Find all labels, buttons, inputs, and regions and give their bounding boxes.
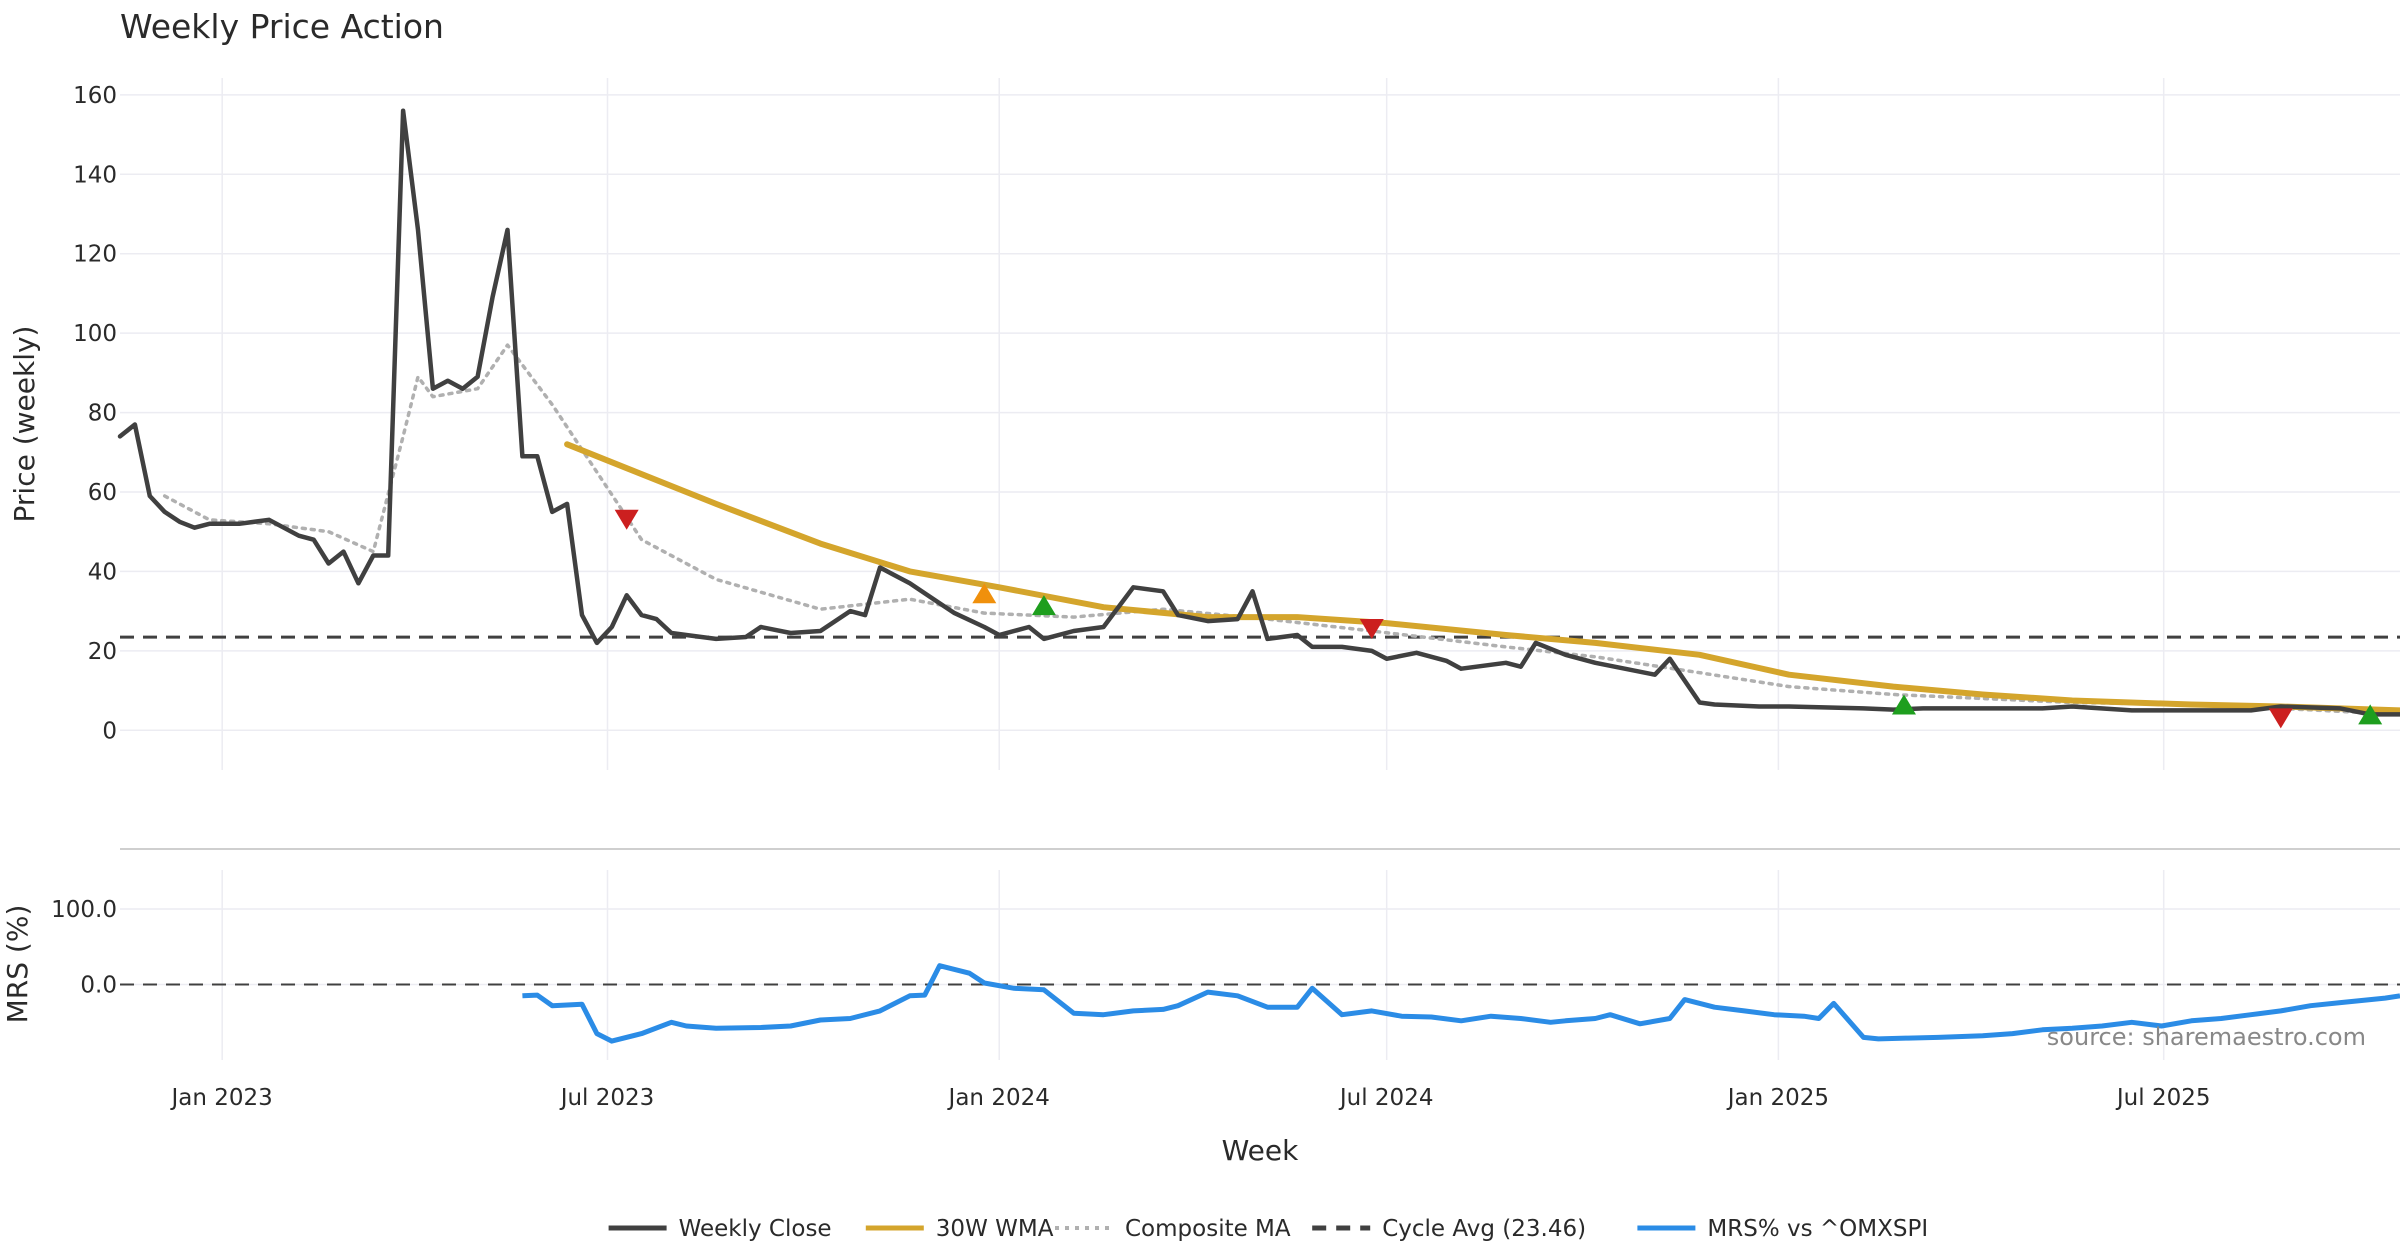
mrs-y-axis-label: MRS (%): [1, 905, 34, 1024]
x-tick-label: Jan 2024: [947, 1085, 1050, 1111]
price-gridlines: [120, 78, 2400, 770]
chart-title: Weekly Price Action: [120, 7, 444, 46]
legend-label: 30W WMA: [936, 1216, 1054, 1242]
price-y-tick-label: 40: [88, 559, 117, 585]
legend-label: Cycle Avg (23.46): [1382, 1216, 1586, 1242]
source-note: source: sharemaestro.com: [2047, 1023, 2366, 1051]
mrs-series: [522, 963, 2400, 1044]
series-line-30w-wma: [564, 441, 2400, 714]
mrs-y-tick-label: 0.0: [80, 973, 117, 999]
signal-marker-up: [1031, 595, 1056, 616]
price-y-tick-label: 140: [73, 162, 117, 188]
price-y-tick-label: 160: [73, 83, 117, 109]
series-line-composite-ma: [162, 343, 2400, 717]
price-y-tick-label: 120: [73, 242, 117, 268]
legend-item-30w-wma[interactable]: 30W WMA: [865, 1216, 1054, 1242]
signal-markers: [614, 509, 2383, 729]
legend-item-composite-ma[interactable]: Composite MA: [1055, 1216, 1291, 1242]
price-y-tick-label: 60: [88, 480, 117, 506]
price-y-tick-label: 0: [102, 718, 117, 744]
legend-label: Composite MA: [1125, 1216, 1291, 1242]
series-line-mrs: [522, 963, 2400, 1044]
series-line-weekly-close: [117, 108, 2400, 717]
x-tick-label: Jan 2023: [170, 1085, 273, 1111]
legend-item-weekly-close[interactable]: Weekly Close: [608, 1216, 832, 1242]
price-y-axis-label: Price (weekly): [8, 326, 41, 523]
mrs-y-ticks: 0.0 100.0: [51, 897, 117, 998]
x-tick-label: Jul 2024: [1338, 1085, 1434, 1111]
price-series: [117, 108, 2400, 717]
x-tick-label: Jan 2025: [1726, 1085, 1829, 1111]
price-y-tick-label: 20: [88, 639, 117, 665]
signal-marker-down: [614, 509, 639, 530]
mrs-y-tick-label: 100.0: [51, 897, 117, 923]
signal-marker-down: [1359, 619, 1384, 640]
x-tick-label: Jul 2025: [2115, 1085, 2211, 1111]
legend-label: MRS% vs ^OMXSPI: [1707, 1216, 1928, 1242]
signal-marker-up: [972, 583, 997, 604]
x-axis-ticks: Jan 2023 Jul 2023 Jan 2024 Jul 2024 Jan 2025…: [170, 1085, 2211, 1111]
legend-item-mrs-vs-omxspi[interactable]: MRS% vs ^OMXSPI: [1637, 1216, 1928, 1242]
legend-item-cycle-avg-23-46[interactable]: Cycle Avg (23.46): [1312, 1216, 1586, 1242]
x-axis-label: Week: [1222, 1134, 1299, 1167]
legend-label: Weekly Close: [679, 1216, 832, 1242]
x-tick-label: Jul 2023: [559, 1085, 655, 1111]
signal-marker-up: [1891, 694, 1916, 715]
price-y-tick-label: 100: [73, 321, 117, 347]
signal-marker-up: [2358, 704, 2383, 725]
legend[interactable]: Weekly Close 30W WMA Composite MA Cycle Avg…: [608, 1216, 1929, 1242]
signal-marker-down: [2268, 708, 2293, 729]
price-y-ticks: 0 20 40 60 80 100 120 140 160: [73, 83, 117, 744]
price-y-tick-label: 80: [88, 401, 117, 427]
